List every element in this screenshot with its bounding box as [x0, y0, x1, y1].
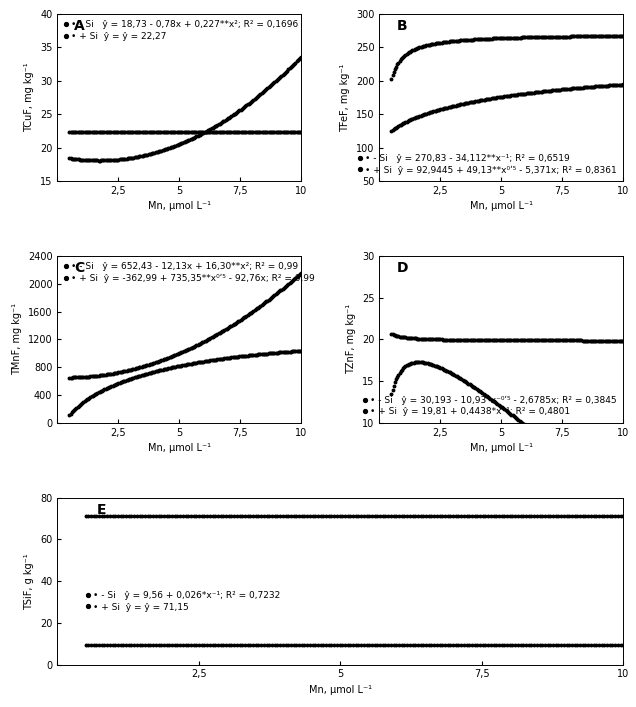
Legend: • - Si   ŷ = 652,43 - 12,13x + 16,30**x²; R² = 0,99, • + Si  ŷ = -362,99 + 735,3: • - Si ŷ = 652,43 - 12,13x + 16,30**x²; …: [62, 260, 316, 285]
Text: C: C: [74, 261, 85, 275]
Text: B: B: [396, 19, 407, 33]
Legend: • - Si   ŷ = 30,193 - 10,93*x⁻⁰ʹ⁵ - 2,6785x; R² = 0,3845, • + Si  ŷ = 19,81 + 0,: • - Si ŷ = 30,193 - 10,93*x⁻⁰ʹ⁵ - 2,6785…: [361, 394, 619, 419]
Text: E: E: [97, 503, 106, 517]
Y-axis label: TFeF, mg kg⁻¹: TFeF, mg kg⁻¹: [340, 64, 350, 132]
X-axis label: Mn, μmol L⁻¹: Mn, μmol L⁻¹: [148, 201, 211, 211]
Y-axis label: TMnF, mg kg⁻¹: TMnF, mg kg⁻¹: [12, 303, 22, 375]
Legend: • - Si   ŷ = 18,73 - 0,78x + 0,227**x²; R² = 0,1696, • + Si  ŷ = ŷ = 22,27: • - Si ŷ = 18,73 - 0,78x + 0,227**x²; R²…: [62, 18, 300, 43]
X-axis label: Mn, μmol L⁻¹: Mn, μmol L⁻¹: [308, 685, 372, 695]
Legend: • - Si   ŷ = 9,56 + 0,026*x⁻¹; R² = 0,7232, • + Si  ŷ = ŷ = 71,15: • - Si ŷ = 9,56 + 0,026*x⁻¹; R² = 0,7232…: [85, 589, 282, 614]
X-axis label: Mn, μmol L⁻¹: Mn, μmol L⁻¹: [148, 443, 211, 453]
Y-axis label: TCuF, mg kg⁻¹: TCuF, mg kg⁻¹: [24, 63, 34, 132]
Text: D: D: [396, 261, 408, 275]
X-axis label: Mn, μmol L⁻¹: Mn, μmol L⁻¹: [470, 443, 533, 453]
Legend: • - Si   ŷ = 270,83 - 34,112**x⁻¹; R² = 0,6519, • + Si  ŷ = 92,9445 + 49,13**x⁰ʹ: • - Si ŷ = 270,83 - 34,112**x⁻¹; R² = 0,…: [356, 152, 619, 177]
Y-axis label: TSiF, g kg⁻¹: TSiF, g kg⁻¹: [24, 553, 34, 609]
Y-axis label: TZnF, mg kg⁻¹: TZnF, mg kg⁻¹: [347, 304, 356, 375]
Text: A: A: [74, 19, 85, 33]
X-axis label: Mn, μmol L⁻¹: Mn, μmol L⁻¹: [470, 201, 533, 211]
